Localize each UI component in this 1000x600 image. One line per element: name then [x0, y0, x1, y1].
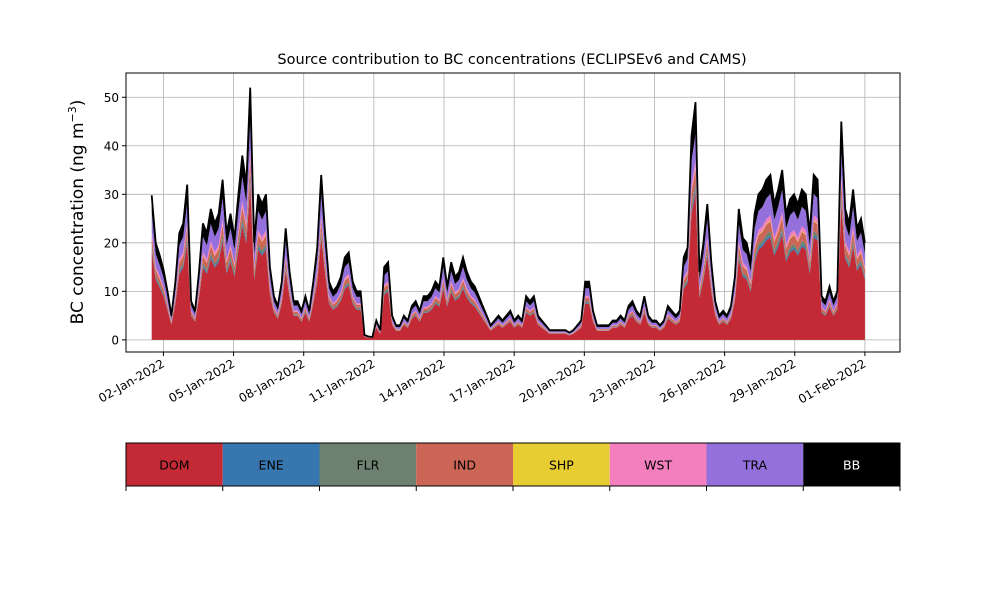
y-tick-label: 30: [104, 188, 119, 202]
legend-colorbar: DOM ENE FLR IND SHP WST TRA BB: [125, 442, 901, 491]
legend-label: ENE: [259, 458, 284, 473]
x-tick-label: 11-Jan-2022: [307, 356, 378, 405]
legend-swatch-wst: [609, 443, 707, 486]
x-tick-label: 26-Jan-2022: [657, 356, 728, 405]
x-tick-label: 14-Jan-2022: [377, 356, 448, 405]
x-tick-label: 05-Jan-2022: [166, 356, 237, 405]
stacked-areas: [151, 87, 865, 340]
x-tick-label: 02-Jan-2022: [96, 356, 167, 405]
y-axis-label: BC concentration (ng m−3): [66, 100, 88, 325]
legend-label: SHP: [549, 458, 574, 473]
legend-swatch-ind: [416, 443, 513, 486]
y-tick-label: 50: [104, 91, 119, 105]
x-axis: 02-Jan-2022 05-Jan-2022 08-Jan-2022 11-Jan-…: [96, 352, 868, 406]
x-tick-label: 23-Jan-2022: [587, 356, 658, 405]
plot-frame: [125, 72, 901, 353]
legend-label: TRA: [742, 458, 768, 473]
total-line: [150, 87, 866, 338]
legend-label: FLR: [356, 458, 379, 473]
legend-label: DOM: [159, 458, 189, 473]
y-tick-label: 40: [104, 139, 119, 153]
y-axis: 0 10 20 30 40 50: [104, 91, 126, 347]
x-tick-label: 01-Feb-2022: [796, 356, 869, 406]
legend-label: IND: [453, 458, 476, 473]
x-tick-label: 17-Jan-2022: [447, 356, 518, 405]
legend-swatch-tra: [706, 443, 804, 486]
y-axis-label-main: BC concentration (ng m: [68, 122, 88, 324]
legend-swatch-shp: [513, 443, 610, 486]
legend-swatch-ene: [222, 443, 320, 486]
legend-label: WST: [644, 458, 672, 473]
y-axis-label-exponent: −3: [66, 106, 79, 122]
x-tick-label: 08-Jan-2022: [236, 356, 307, 405]
legend-swatch-dom: [126, 443, 223, 486]
area-dom: [151, 183, 865, 340]
y-tick-label: 20: [104, 236, 119, 250]
y-axis-label-close: ): [68, 100, 88, 107]
x-tick-label: 20-Jan-2022: [517, 356, 588, 405]
y-tick-label: 10: [104, 285, 119, 299]
legend-label: BB: [843, 458, 860, 473]
x-tick-label: 29-Jan-2022: [727, 356, 798, 405]
legend-swatch-bb: [803, 443, 900, 486]
y-tick-label: 0: [111, 333, 119, 347]
chart-title: Source contribution to BC concentrations…: [277, 52, 746, 68]
legend-swatch-flr: [319, 443, 417, 486]
